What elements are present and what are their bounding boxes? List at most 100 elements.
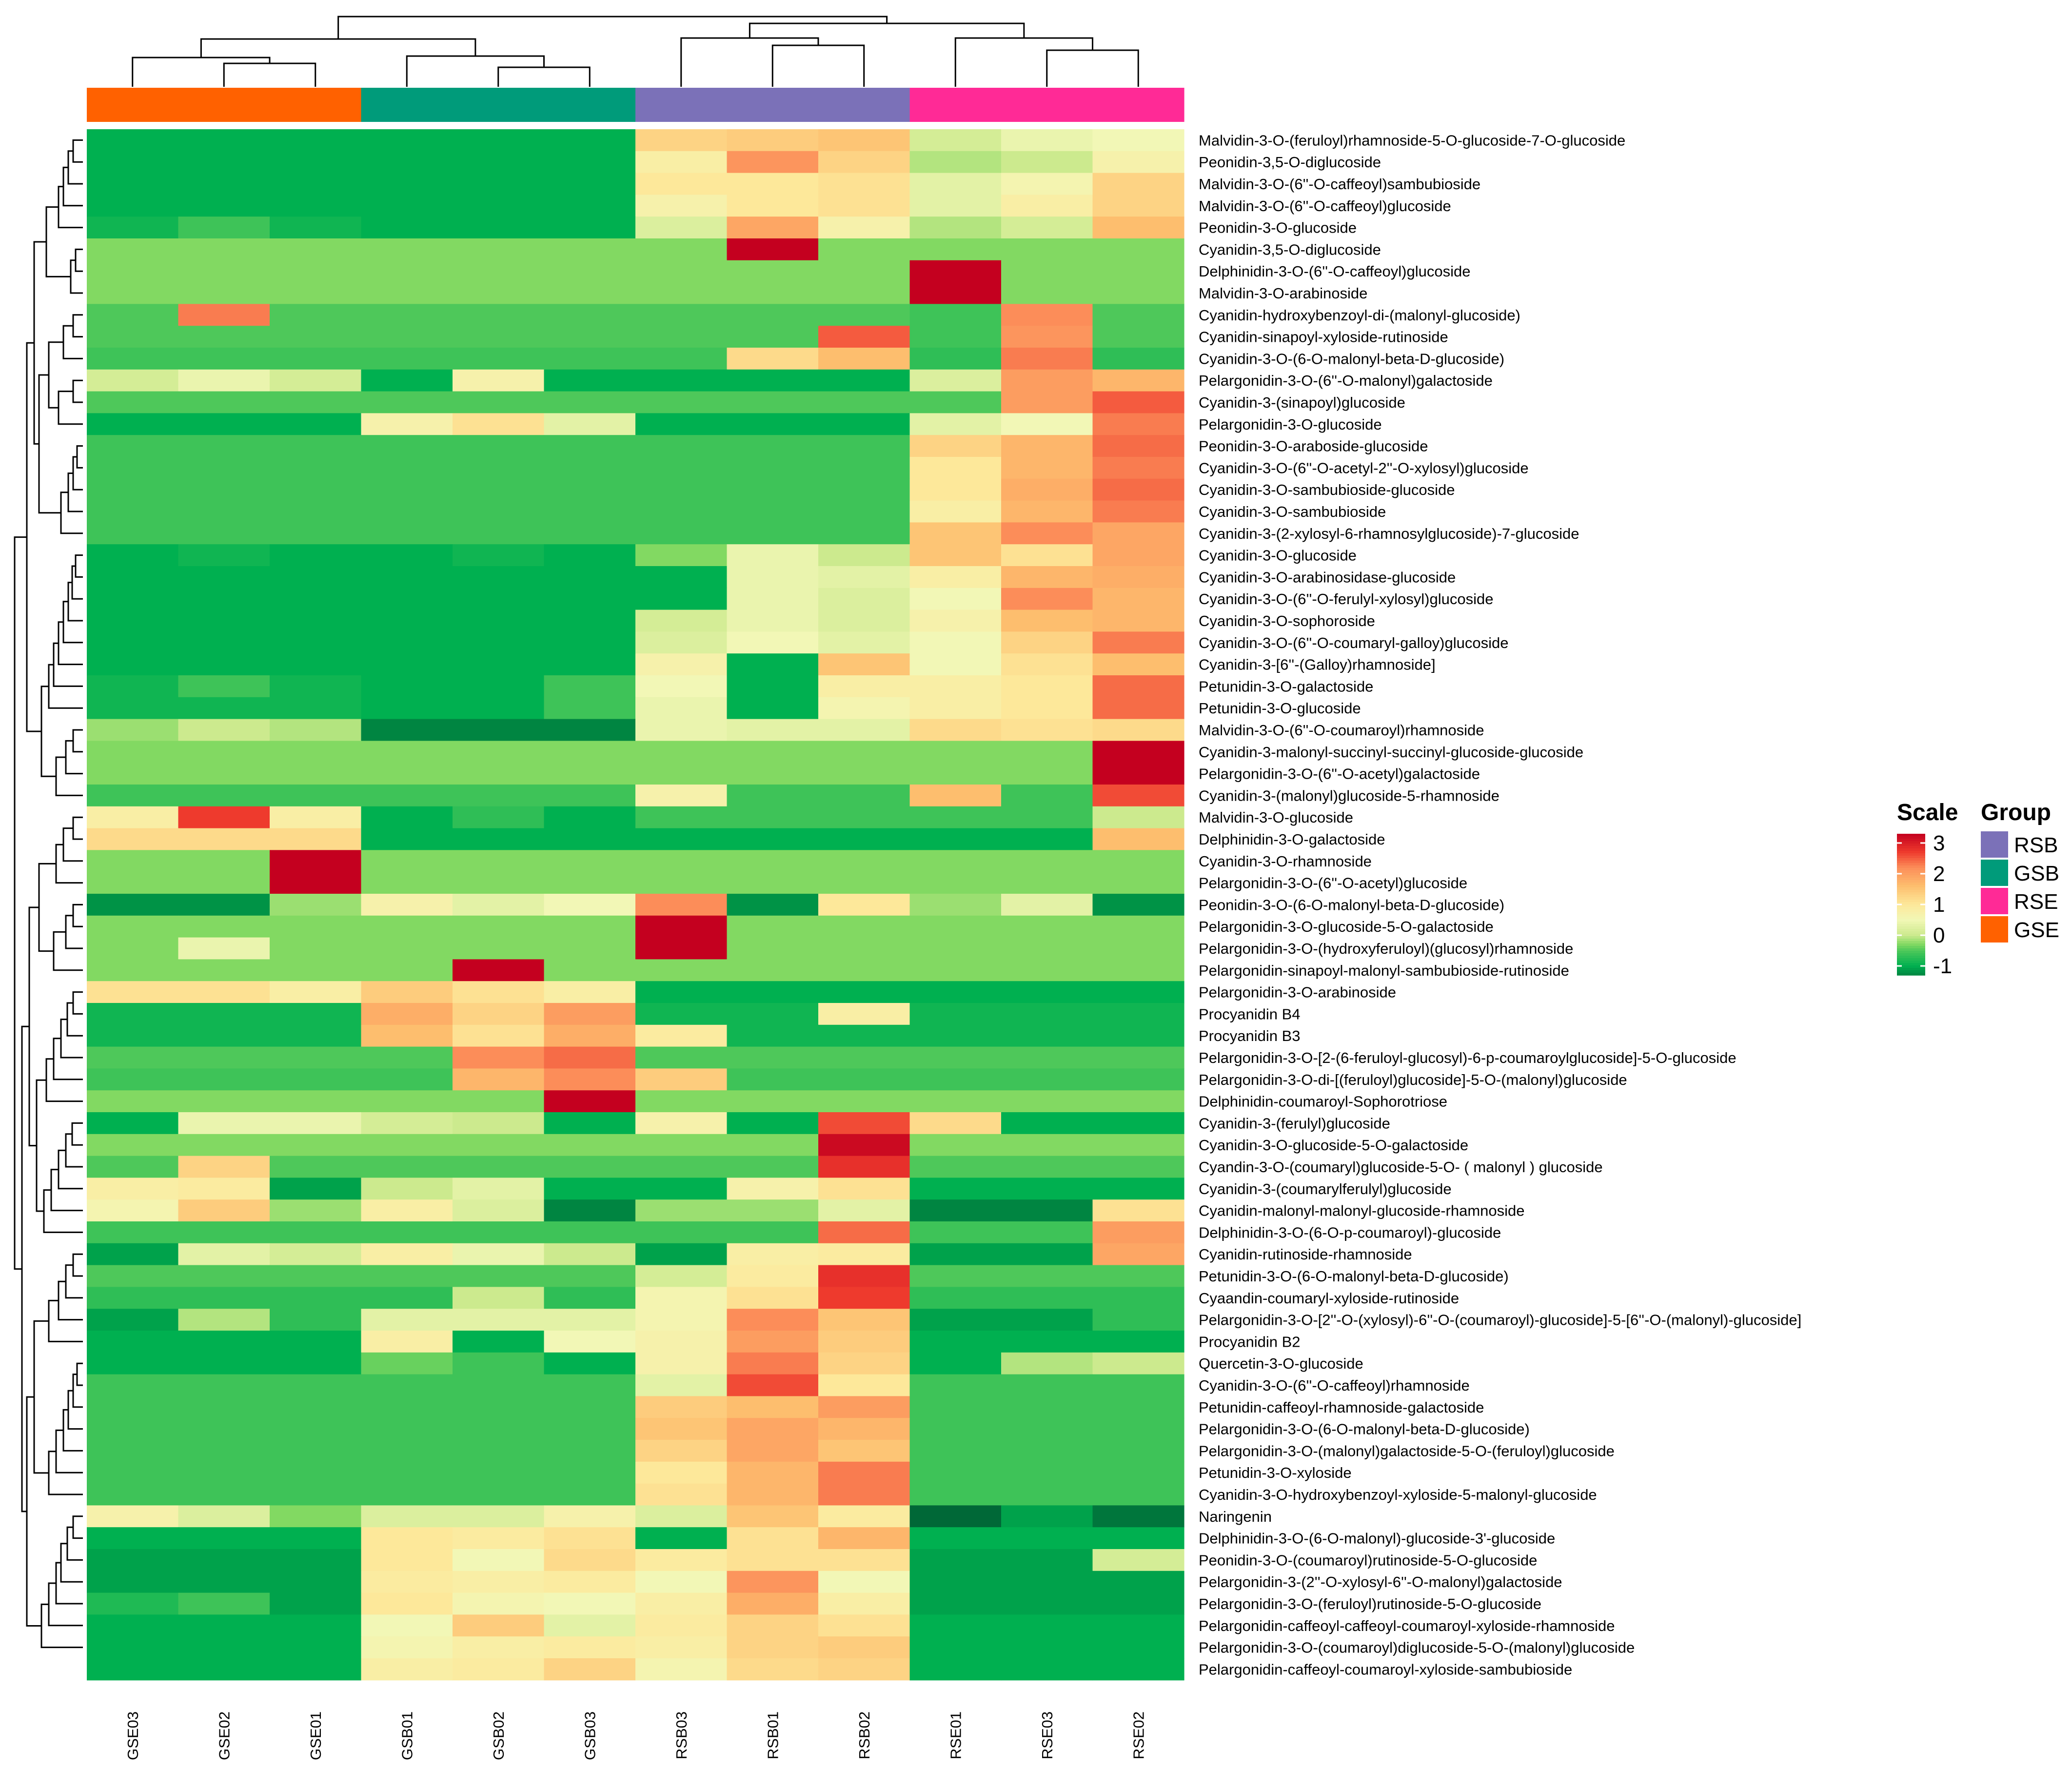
column-label: GSE03 xyxy=(124,1711,141,1760)
heatmap-cell xyxy=(544,872,636,894)
heatmap-cell xyxy=(544,1614,636,1637)
heatmap-cell xyxy=(270,785,362,807)
heatmap-cell xyxy=(87,1571,179,1593)
heatmap-cell xyxy=(1092,1046,1184,1069)
heatmap-cell xyxy=(1001,544,1093,567)
heatmap-cell xyxy=(453,1658,545,1681)
heatmap-cell xyxy=(909,1374,1002,1396)
group-legend-swatch xyxy=(1981,888,2008,914)
heatmap-cell xyxy=(361,1046,453,1069)
heatmap-cell xyxy=(361,1396,453,1418)
row-dendrogram-link xyxy=(72,314,83,338)
heatmap-cell xyxy=(635,1156,728,1178)
heatmap-cell xyxy=(361,260,453,283)
row-dendrogram-link xyxy=(72,903,83,927)
heatmap-cell xyxy=(1092,1068,1184,1091)
heatmap-cell xyxy=(361,195,453,217)
heatmap-cell xyxy=(818,631,910,654)
heatmap-cell xyxy=(453,1592,545,1615)
heatmap-cell xyxy=(544,348,636,370)
heatmap-cell xyxy=(909,1396,1002,1418)
heatmap-cell xyxy=(270,413,362,435)
heatmap-cell xyxy=(727,1024,819,1047)
heatmap-cell xyxy=(270,1287,362,1309)
column-label: RSB03 xyxy=(673,1711,690,1759)
heatmap-cell xyxy=(544,478,636,501)
row-dendrogram-link xyxy=(55,756,83,796)
colorbar-segment xyxy=(1897,943,1925,946)
heatmap-cell xyxy=(909,631,1002,654)
row-label: Cyanidin-3-malonyl-succinyl-succinyl-glu… xyxy=(1199,744,1583,761)
heatmap-cell xyxy=(1001,500,1093,523)
heatmap-cell xyxy=(453,522,545,545)
row-dendrogram-link xyxy=(62,1409,83,1452)
heatmap-cell xyxy=(361,522,453,545)
heatmap-cell xyxy=(635,1199,728,1222)
row-dendrogram-link xyxy=(72,1374,83,1408)
heatmap-cell xyxy=(270,631,362,654)
heatmap-cell xyxy=(87,238,179,261)
heatmap-cell xyxy=(544,1068,636,1091)
heatmap-cell xyxy=(361,763,453,785)
row-dendrogram-link xyxy=(65,1264,83,1299)
heatmap-cell xyxy=(818,129,910,152)
heatmap-cell xyxy=(544,457,636,479)
colorbar-segment xyxy=(1897,851,1925,854)
row-label: Malvidin-3-O-glucoside xyxy=(1199,809,1353,826)
heatmap-cell xyxy=(178,195,270,217)
heatmap-cell xyxy=(1001,391,1093,413)
heatmap-cell xyxy=(544,304,636,326)
heatmap-cell xyxy=(361,719,453,741)
heatmap-cell xyxy=(909,1156,1002,1178)
heatmap-cell xyxy=(270,1374,362,1396)
row-dendrogram-link xyxy=(38,374,61,514)
heatmap-cell xyxy=(453,675,545,698)
heatmap-cell xyxy=(1001,1287,1093,1309)
heatmap-cell xyxy=(727,1243,819,1266)
heatmap-cell xyxy=(1001,1243,1093,1266)
heatmap-cell xyxy=(270,195,362,217)
heatmap-cell xyxy=(1001,609,1093,632)
heatmap-cell xyxy=(453,697,545,720)
group-annotation-bar xyxy=(87,88,1184,128)
group-bar-segment xyxy=(453,88,545,122)
heatmap-cell xyxy=(544,588,636,610)
heatmap-cell xyxy=(818,981,910,1003)
row-label: Pelargonidin-3-O-(hydroxyferuloyl)(gluco… xyxy=(1199,940,1573,957)
heatmap-cell xyxy=(1001,238,1093,261)
colorbar-segment xyxy=(1897,858,1925,861)
heatmap-cell xyxy=(453,1483,545,1506)
heatmap-cell xyxy=(727,282,819,304)
colorbar-segment xyxy=(1897,836,1925,839)
heatmap-cell xyxy=(1001,1068,1093,1091)
heatmap-cell xyxy=(727,129,819,152)
heatmap-cell xyxy=(909,1527,1002,1550)
heatmap-cell xyxy=(818,326,910,348)
heatmap-cell xyxy=(909,1178,1002,1200)
heatmap-cell xyxy=(178,653,270,676)
heatmap-cell xyxy=(178,1352,270,1375)
heatmap-cell xyxy=(1001,348,1093,370)
heatmap-cell xyxy=(87,850,179,872)
heatmap-cell xyxy=(727,1003,819,1025)
heatmap-cell xyxy=(1092,1003,1184,1025)
heatmap-cell xyxy=(909,894,1002,916)
heatmap-cell xyxy=(544,1418,636,1440)
colorbar-segment xyxy=(1897,839,1925,842)
scale-colorbar: 3 2 1 0 -1 xyxy=(1897,831,1952,978)
heatmap-cell xyxy=(178,1592,270,1615)
heatmap-cell xyxy=(361,1505,453,1528)
heatmap-cell xyxy=(178,1221,270,1244)
group-bar-segment xyxy=(361,88,453,122)
heatmap-cell xyxy=(727,785,819,807)
heatmap-cell xyxy=(818,609,910,632)
heatmap-cell xyxy=(178,1090,270,1113)
row-dendrogram-link xyxy=(72,1515,83,1539)
heatmap-cell xyxy=(361,806,453,829)
heatmap-cell xyxy=(453,653,545,676)
heatmap-cell xyxy=(909,1199,1002,1222)
heatmap-cell xyxy=(635,1309,728,1331)
heatmap-cell xyxy=(818,719,910,741)
colorbar-segment xyxy=(1897,856,1925,859)
heatmap-cell xyxy=(453,1352,545,1375)
